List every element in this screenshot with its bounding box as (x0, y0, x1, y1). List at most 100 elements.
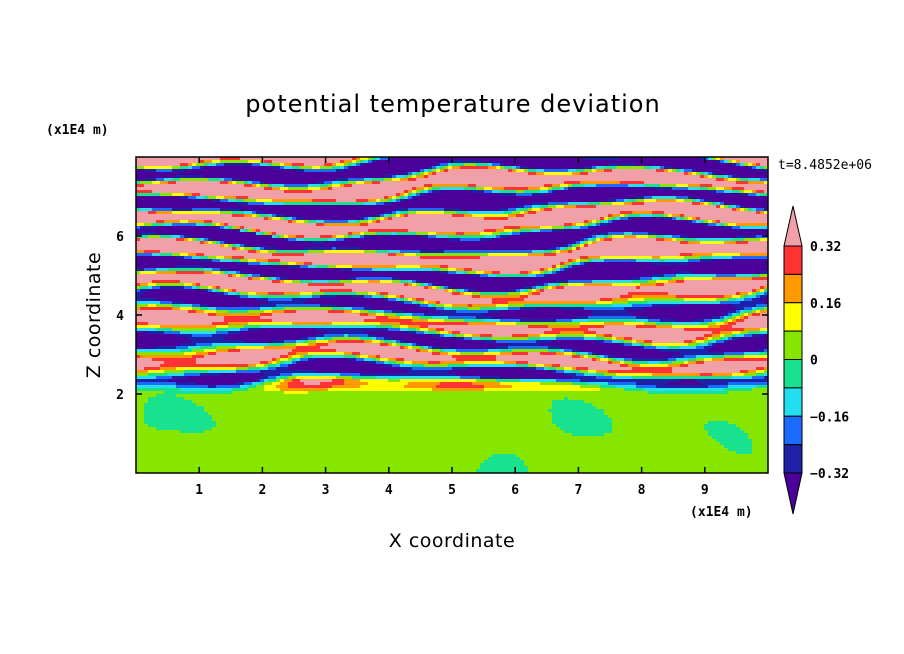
field-cell (624, 232, 633, 236)
field-cell (548, 187, 553, 191)
field-cell (716, 172, 768, 176)
field-cell (376, 232, 393, 236)
field-cell (448, 166, 453, 170)
field-cell (308, 250, 325, 254)
field-cell (608, 220, 613, 224)
field-cell (552, 415, 609, 419)
field-cell (456, 289, 461, 293)
field-cell (540, 229, 553, 233)
field-cell (552, 271, 557, 275)
field-cell (692, 220, 697, 224)
field-cell (140, 286, 149, 290)
field-cell (280, 382, 289, 386)
colorbar-segment (783, 387, 803, 417)
field-cell (656, 280, 669, 284)
field-cell (740, 163, 745, 167)
field-cell (176, 271, 205, 275)
field-cell (136, 355, 141, 359)
field-cell (636, 385, 657, 389)
field-cell (292, 163, 305, 167)
field-cell (732, 205, 737, 209)
field-cell (604, 340, 613, 344)
field-cell (136, 157, 221, 161)
field-cell (272, 160, 341, 164)
field-cell (564, 352, 573, 356)
field-cell (532, 271, 541, 275)
field-cell (440, 187, 465, 191)
field-cell (428, 172, 433, 176)
field-cell (288, 187, 309, 191)
field-cell (348, 277, 357, 281)
field-cell (612, 298, 629, 302)
field-cell (476, 271, 485, 275)
colorbar-tick-label: −0.16 (810, 410, 849, 425)
field-cell (640, 214, 653, 218)
field-cell (576, 169, 585, 173)
field-cell (584, 238, 589, 242)
field-cell (396, 265, 421, 269)
field-cell (360, 247, 549, 251)
x-tick-label: 3 (322, 483, 330, 498)
field-cell (724, 358, 768, 362)
field-cell (368, 280, 381, 284)
field-cell (420, 265, 441, 269)
field-cell (300, 280, 313, 284)
field-cell (572, 247, 577, 251)
field-cell (232, 226, 237, 230)
field-cell (244, 226, 505, 230)
field-cell (340, 181, 349, 185)
field-cell (136, 406, 145, 410)
field-cell (620, 340, 625, 344)
field-cell (208, 241, 213, 245)
field-cell (736, 292, 741, 296)
field-cell (588, 172, 685, 176)
field-cell (412, 319, 429, 323)
field-cell (520, 379, 557, 383)
field-cell (304, 253, 389, 257)
field-cell (148, 304, 157, 308)
field-cell (220, 259, 233, 263)
field-cell (480, 307, 497, 311)
field-cell (580, 181, 621, 185)
field-cell (564, 265, 569, 269)
field-cell (704, 157, 709, 161)
field-cell (232, 388, 249, 392)
field-cell (308, 184, 321, 188)
field-cell (720, 157, 725, 161)
field-cell (540, 334, 557, 338)
field-cell (204, 160, 213, 164)
field-cell (384, 175, 393, 179)
field-cell (212, 259, 221, 263)
field-cell (432, 268, 441, 272)
field-cell (380, 199, 389, 203)
field-cell (336, 169, 345, 173)
field-cell (148, 400, 193, 404)
field-cell (308, 343, 317, 347)
field-cell (256, 211, 265, 215)
field-cell (656, 169, 665, 173)
field-cell (428, 301, 437, 305)
field-cell (544, 364, 553, 368)
field-cell (536, 286, 541, 290)
field-cell (364, 232, 377, 236)
field-cell (344, 382, 369, 386)
field-cell (148, 370, 165, 374)
field-cell (500, 193, 517, 197)
field-cell (260, 250, 269, 254)
field-cell (600, 238, 605, 242)
field-cell (740, 295, 745, 299)
field-cell (612, 421, 709, 425)
field-cell (212, 289, 217, 293)
field-cell (764, 292, 768, 296)
field-cell (368, 361, 377, 365)
field-cell (436, 286, 441, 290)
field-cell (432, 334, 441, 338)
field-cell (300, 361, 369, 365)
field-cell (240, 274, 245, 278)
field-cell (508, 289, 517, 293)
field-cell (716, 322, 725, 326)
field-cell (388, 292, 453, 296)
field-cell (408, 190, 413, 194)
field-cell (560, 187, 565, 191)
field-cell (240, 349, 293, 353)
